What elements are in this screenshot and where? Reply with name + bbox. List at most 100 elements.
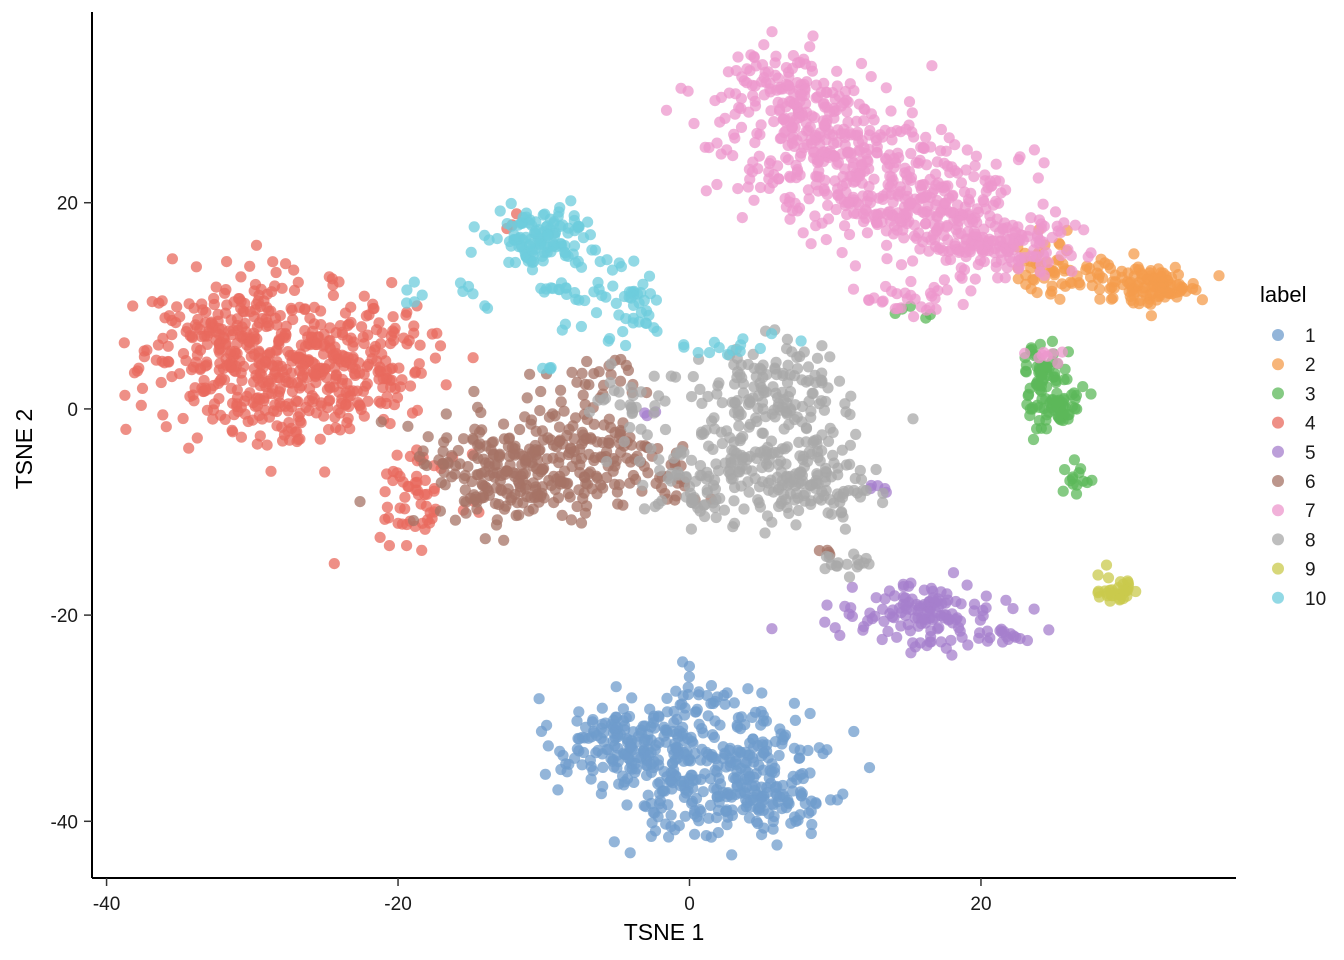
data-point <box>755 381 767 394</box>
data-point <box>1114 576 1127 588</box>
data-point <box>956 272 968 284</box>
data-point <box>771 839 783 851</box>
data-point <box>842 197 854 209</box>
data-point <box>971 216 983 228</box>
data-point <box>605 358 617 370</box>
data-point <box>159 312 171 324</box>
series-7-points <box>660 26 1097 369</box>
data-point <box>520 231 532 243</box>
data-point <box>707 697 719 710</box>
series-8-points <box>583 324 919 583</box>
data-point <box>415 498 427 510</box>
data-point <box>208 298 220 311</box>
legend-item-8: 8 <box>1272 530 1316 551</box>
data-point <box>622 752 634 764</box>
legend-swatch <box>1272 533 1284 546</box>
data-point <box>877 487 889 499</box>
data-point <box>1094 293 1106 305</box>
data-point <box>995 187 1007 199</box>
data-point <box>696 426 708 438</box>
data-point <box>417 445 429 457</box>
data-point <box>653 454 665 466</box>
data-point <box>1092 569 1104 581</box>
data-point <box>280 320 292 332</box>
data-point <box>576 426 588 438</box>
data-point <box>401 540 413 552</box>
data-point <box>798 53 810 65</box>
data-point <box>714 116 726 128</box>
data-point <box>785 817 797 829</box>
y-tick-label: 0 <box>67 400 78 421</box>
data-point <box>628 255 640 267</box>
data-point <box>1003 233 1015 246</box>
data-point <box>694 505 706 517</box>
data-point <box>119 389 131 401</box>
data-point <box>798 346 810 358</box>
data-point <box>736 212 748 224</box>
data-point <box>166 253 178 265</box>
data-point <box>513 509 525 521</box>
data-point <box>341 417 353 429</box>
y-tick-label: -20 <box>51 606 78 627</box>
data-point <box>166 371 178 383</box>
data-point <box>559 247 571 259</box>
data-point <box>1035 370 1047 382</box>
data-point <box>758 747 770 759</box>
data-point <box>844 408 856 421</box>
data-point <box>987 235 999 247</box>
data-point <box>489 498 501 510</box>
data-point <box>1054 293 1066 305</box>
data-point <box>542 229 554 242</box>
data-point <box>743 812 756 824</box>
data-point <box>831 136 843 148</box>
data-point <box>861 227 874 239</box>
data-point <box>458 433 470 445</box>
data-point <box>517 468 529 480</box>
data-point <box>742 398 755 410</box>
data-point <box>1007 603 1019 615</box>
data-point <box>766 798 778 810</box>
data-point <box>755 705 767 718</box>
data-point <box>373 373 385 385</box>
data-point <box>559 318 572 330</box>
legend-swatch <box>1272 504 1284 517</box>
data-point <box>737 804 749 816</box>
data-point <box>941 284 953 296</box>
data-point <box>913 227 925 239</box>
data-point <box>336 373 349 386</box>
data-point <box>251 333 263 345</box>
data-point <box>177 412 189 425</box>
data-point <box>401 284 413 296</box>
data-point <box>699 141 711 153</box>
data-point <box>696 723 708 735</box>
data-point <box>387 474 399 487</box>
data-point <box>537 362 549 374</box>
data-point <box>210 281 222 293</box>
data-point <box>449 514 461 526</box>
data-point <box>784 213 796 225</box>
legend-label: 4 <box>1305 414 1316 435</box>
data-point <box>737 387 750 399</box>
data-point <box>498 433 510 445</box>
y-axis-ticks: -40 -20 0 20 <box>51 194 92 833</box>
data-point <box>905 197 917 209</box>
x-axis-title: TSNE 1 <box>624 919 705 945</box>
data-point <box>357 331 369 343</box>
data-point <box>824 351 836 363</box>
data-point <box>348 336 360 348</box>
data-point <box>815 374 827 386</box>
data-point <box>753 497 765 509</box>
data-point <box>803 193 815 205</box>
data-point <box>265 465 277 477</box>
data-point <box>700 830 712 842</box>
data-point <box>595 788 608 800</box>
series-1-points <box>533 656 876 861</box>
data-point <box>419 489 431 501</box>
data-point <box>327 279 339 291</box>
data-point <box>358 368 370 380</box>
data-point <box>978 256 990 268</box>
data-point <box>645 443 657 455</box>
data-point <box>786 121 799 133</box>
data-point <box>748 51 760 64</box>
data-point <box>788 87 800 100</box>
